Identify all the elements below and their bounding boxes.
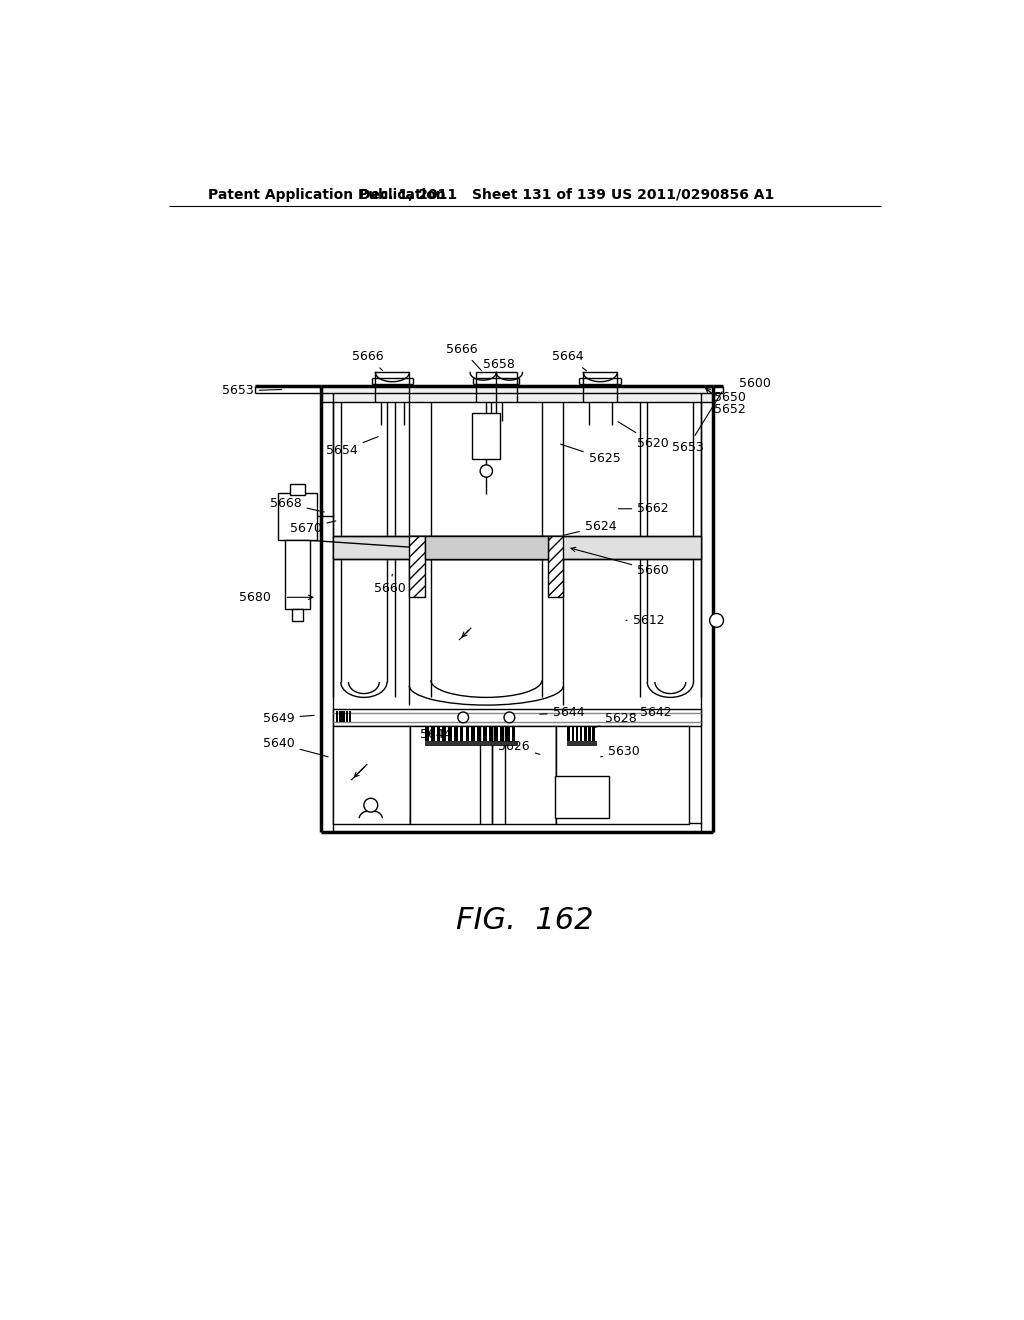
Bar <box>556 726 689 825</box>
Text: 5620: 5620 <box>618 421 669 450</box>
Bar <box>345 711 348 722</box>
Bar <box>512 726 515 742</box>
Bar <box>290 484 305 495</box>
Bar <box>292 609 303 622</box>
Bar <box>500 726 504 742</box>
Text: 5653: 5653 <box>222 384 282 397</box>
Text: FIG.  162: FIG. 162 <box>456 907 594 935</box>
Bar <box>593 726 595 742</box>
Bar <box>431 726 434 742</box>
Bar <box>425 726 429 742</box>
Bar <box>460 726 464 742</box>
Bar <box>506 726 510 742</box>
Bar <box>410 536 425 598</box>
Text: 5654: 5654 <box>326 437 378 458</box>
Bar <box>567 742 596 744</box>
Bar <box>436 726 440 742</box>
Text: 5662: 5662 <box>618 502 669 515</box>
Bar <box>555 776 608 818</box>
Bar <box>336 711 339 722</box>
Bar <box>321 385 714 401</box>
Bar <box>477 726 481 742</box>
Bar <box>575 726 579 742</box>
Bar <box>339 711 342 722</box>
Circle shape <box>480 465 493 478</box>
Bar <box>472 413 500 459</box>
Text: US 2011/0290856 A1: US 2011/0290856 A1 <box>611 187 774 202</box>
Text: 5628: 5628 <box>595 713 637 727</box>
Bar <box>279 494 316 540</box>
Text: Patent Application Publication: Patent Application Publication <box>208 187 445 202</box>
Circle shape <box>458 711 469 723</box>
Text: 5653: 5653 <box>672 392 722 454</box>
Text: 5642: 5642 <box>630 706 672 719</box>
Text: 5666: 5666 <box>445 342 481 371</box>
Text: 5640: 5640 <box>263 737 328 756</box>
Bar <box>410 726 556 825</box>
Bar <box>454 726 458 742</box>
Circle shape <box>710 614 724 627</box>
Text: 5630: 5630 <box>601 744 640 758</box>
Text: 5650: 5650 <box>714 391 746 404</box>
Bar <box>471 726 475 742</box>
Bar <box>567 726 570 742</box>
Text: 5664: 5664 <box>552 350 587 371</box>
Bar <box>333 536 701 558</box>
Bar <box>425 536 548 558</box>
Bar <box>333 709 701 726</box>
Bar <box>483 726 486 742</box>
Text: 5680: 5680 <box>239 591 270 603</box>
Bar <box>286 540 310 609</box>
Bar <box>588 726 591 742</box>
Text: 5644: 5644 <box>540 706 584 719</box>
Text: 5649: 5649 <box>263 711 314 725</box>
Text: 5612: 5612 <box>626 614 665 627</box>
Text: 5626: 5626 <box>499 741 540 754</box>
Bar <box>442 726 446 742</box>
Bar <box>425 742 517 744</box>
Text: 5670: 5670 <box>290 521 336 535</box>
Text: 5600: 5600 <box>739 376 771 389</box>
Text: 5624: 5624 <box>564 520 616 535</box>
Bar <box>342 711 345 722</box>
Bar <box>488 726 493 742</box>
Bar <box>333 726 410 825</box>
Circle shape <box>364 799 378 812</box>
Text: 5658: 5658 <box>483 358 515 371</box>
Text: 5660: 5660 <box>374 574 406 594</box>
Text: 5668: 5668 <box>269 496 325 512</box>
Bar <box>584 726 587 742</box>
Bar <box>571 726 574 742</box>
Text: 5666: 5666 <box>352 350 384 371</box>
Text: 5625: 5625 <box>560 444 621 465</box>
Text: 5660: 5660 <box>571 548 669 577</box>
Bar <box>580 726 583 742</box>
Bar <box>466 726 469 742</box>
Text: Dec. 1, 2011: Dec. 1, 2011 <box>358 187 457 202</box>
Text: Sheet 131 of 139: Sheet 131 of 139 <box>472 187 605 202</box>
Bar <box>548 536 563 598</box>
Bar <box>348 711 351 722</box>
Bar <box>495 726 498 742</box>
Text: 5652: 5652 <box>714 403 745 416</box>
Circle shape <box>504 711 515 723</box>
Bar <box>449 726 452 742</box>
Text: 5644: 5644 <box>420 727 452 741</box>
